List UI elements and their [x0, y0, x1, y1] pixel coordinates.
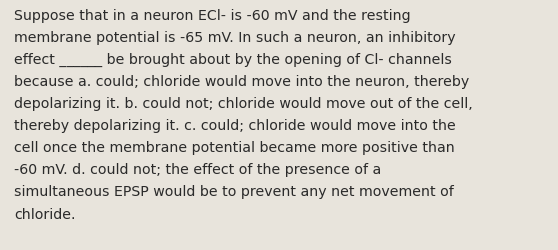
- Text: membrane potential is -65 mV. In such a neuron, an inhibitory: membrane potential is -65 mV. In such a …: [14, 31, 456, 45]
- Text: thereby depolarizing it. c. could; chloride would move into the: thereby depolarizing it. c. could; chlor…: [14, 119, 456, 133]
- Text: Suppose that in a neuron ECl- is -60 mV and the resting: Suppose that in a neuron ECl- is -60 mV …: [14, 9, 411, 23]
- Text: chloride.: chloride.: [14, 207, 75, 221]
- Text: depolarizing it. b. could not; chloride would move out of the cell,: depolarizing it. b. could not; chloride …: [14, 97, 473, 111]
- Text: -60 mV. d. could not; the effect of the presence of a: -60 mV. d. could not; the effect of the …: [14, 163, 381, 177]
- Text: simultaneous EPSP would be to prevent any net movement of: simultaneous EPSP would be to prevent an…: [14, 185, 454, 199]
- Text: cell once the membrane potential became more positive than: cell once the membrane potential became …: [14, 141, 455, 155]
- Text: because a. could; chloride would move into the neuron, thereby: because a. could; chloride would move in…: [14, 75, 469, 89]
- Text: effect ______ be brought about by the opening of Cl- channels: effect ______ be brought about by the op…: [14, 53, 452, 67]
